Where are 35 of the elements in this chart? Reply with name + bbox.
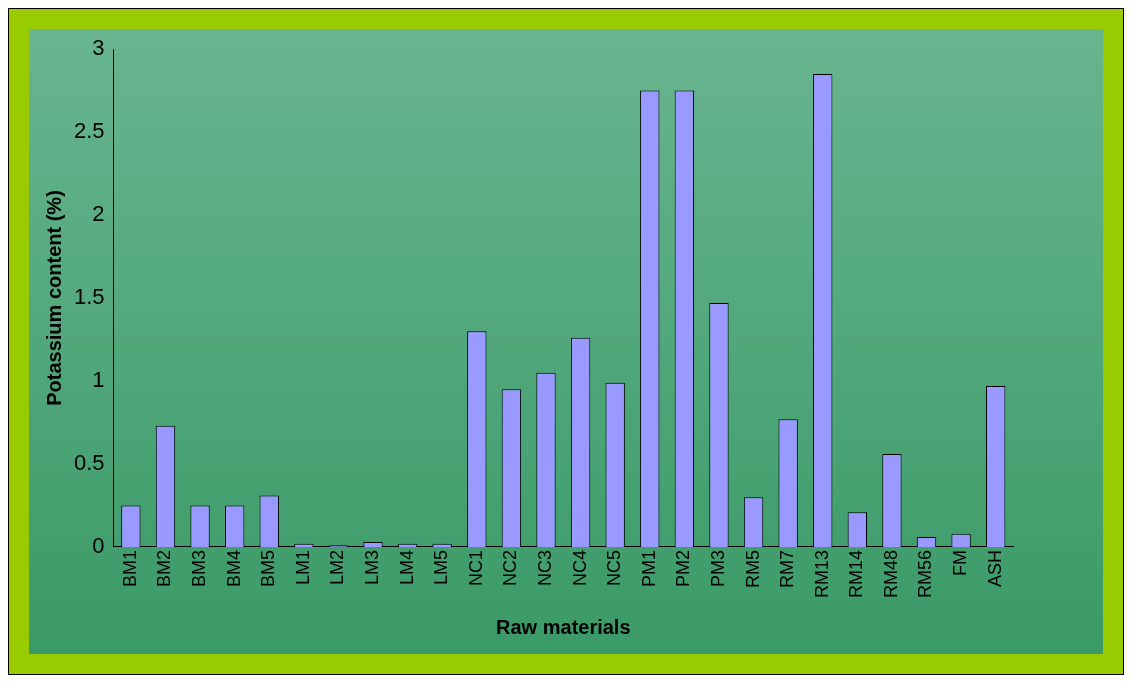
x-tick-label: RM5 bbox=[742, 549, 763, 588]
x-tick-label: RM14 bbox=[846, 549, 867, 598]
x-tick-label: LM2 bbox=[327, 549, 348, 585]
x-tick-label: BM2 bbox=[154, 549, 175, 587]
x-tick-label: NC5 bbox=[604, 549, 625, 586]
x-tick-label: LM5 bbox=[431, 549, 452, 585]
x-axis-title: Raw materials bbox=[496, 615, 631, 638]
x-tick-label: ASH bbox=[984, 549, 1005, 587]
y-tick-label: 1.5 bbox=[73, 284, 105, 310]
x-tick-label: NC4 bbox=[569, 549, 590, 586]
x-tick-label: BM3 bbox=[189, 549, 210, 587]
x-tick-label: BM5 bbox=[258, 549, 279, 587]
x-tick-label: LM1 bbox=[292, 549, 313, 585]
x-tick-label: LM3 bbox=[362, 549, 382, 585]
x-tick-label: NC1 bbox=[465, 549, 486, 586]
x-tick-label: NC3 bbox=[534, 549, 555, 586]
x-tick-label: NC2 bbox=[500, 549, 521, 586]
y-tick-label: 3 bbox=[92, 35, 105, 61]
y-tick-label: 2.5 bbox=[73, 118, 105, 144]
y-tick-label: 0 bbox=[92, 533, 105, 559]
x-tick-label: FM bbox=[950, 549, 971, 576]
x-tick-label: RM48 bbox=[880, 549, 901, 598]
x-tick-label: PM3 bbox=[707, 549, 728, 587]
x-tick-label: RM56 bbox=[915, 549, 936, 598]
x-tick-label: BM4 bbox=[223, 549, 244, 587]
y-tick-label: 2 bbox=[92, 201, 105, 227]
x-tick-label: RM13 bbox=[811, 549, 832, 598]
x-tick-label: PM2 bbox=[673, 549, 694, 587]
x-tick-label: PM1 bbox=[638, 549, 659, 587]
y-tick-label: 0.5 bbox=[73, 450, 105, 476]
x-tick-label: LM4 bbox=[396, 549, 417, 585]
x-tick-label: BM1 bbox=[119, 549, 140, 587]
x-tick-label: RM7 bbox=[777, 549, 798, 588]
y-tick-label: 1 bbox=[92, 367, 105, 393]
y-axis-title: Potassium content (%) bbox=[42, 190, 65, 406]
